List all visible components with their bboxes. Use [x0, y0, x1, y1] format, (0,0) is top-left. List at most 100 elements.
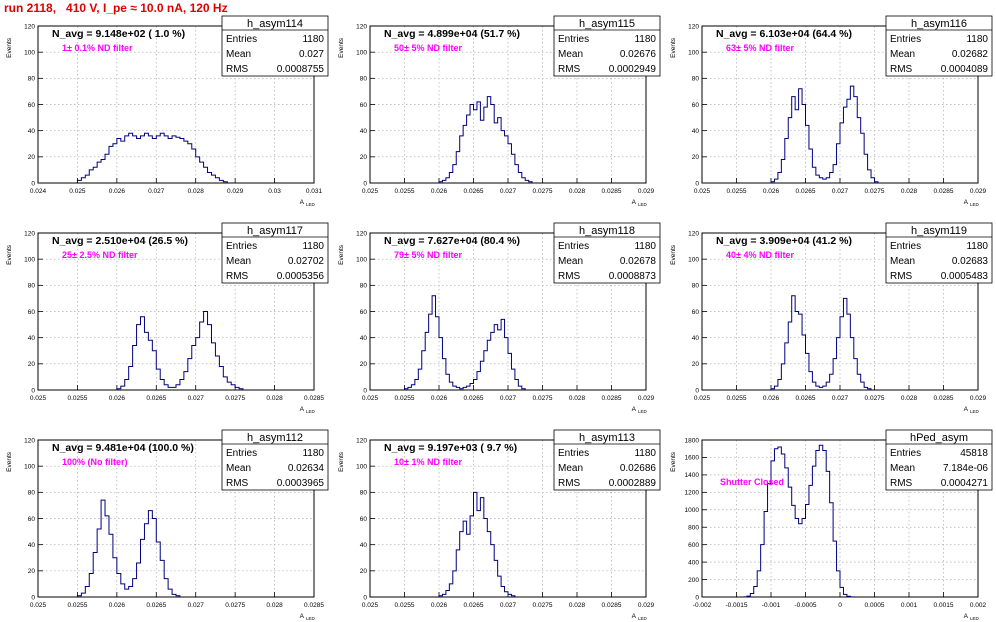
x-tick-label: -0.0015	[725, 602, 747, 609]
stats-mean-label: Mean	[558, 463, 583, 474]
x-tick-label: 0.025	[30, 395, 47, 402]
histogram-name: h_asym119	[911, 225, 967, 237]
histogram-pad: 0.025 0.0255 0.026 0.0265 0.027 0.0275 0.028 0.…	[338, 15, 661, 207]
stats-rms-label: RMS	[226, 64, 249, 75]
filter-annotation: 1± 0.1% ND filter	[62, 43, 133, 53]
x-tick-label: 0.027	[832, 188, 849, 195]
stats-box	[221, 429, 329, 491]
y-tick-label: 60	[28, 309, 36, 316]
stats-mean-label: Mean	[226, 463, 251, 474]
y-tick-label: 100	[356, 463, 367, 470]
y-tick-label: 80	[360, 283, 368, 290]
x-tick-label: 0.031	[306, 188, 323, 195]
y-tick-label: 0	[363, 180, 367, 187]
y-tick-label: 100	[24, 256, 35, 263]
x-tick-label: 0.0275	[865, 395, 885, 402]
x-tick-label: 0.026	[763, 188, 780, 195]
x-tick-label: 0.028	[901, 395, 918, 402]
stats-entries-value: 1180	[634, 241, 656, 252]
y-tick-label: 40	[28, 128, 36, 135]
stats-mean-label: Mean	[558, 256, 583, 267]
x-tick-label: 0.0005	[865, 602, 885, 609]
x-tick-label: 0.0255	[395, 602, 415, 609]
x-tick-label: 0.026	[109, 395, 126, 402]
x-axis-title: A	[964, 613, 969, 620]
stats-rms-label: RMS	[558, 478, 581, 489]
y-tick-label: 0	[31, 594, 35, 601]
stats-rms-value: 0.0008873	[609, 271, 657, 282]
y-axis-title: Events	[6, 244, 13, 265]
x-axis-title: A	[964, 199, 969, 206]
y-tick-label: 20	[360, 361, 368, 368]
stats-rms-label: RMS	[558, 271, 581, 282]
x-tick-label: 0.0265	[796, 395, 816, 402]
x-tick-label: 0.026	[763, 395, 780, 402]
x-tick-label: 0.0275	[533, 395, 553, 402]
n-avg-label: N_avg = 3.909e+04 (41.2 %)	[716, 235, 852, 247]
histogram-line	[116, 311, 244, 390]
stats-rms-value: 0.0004271	[941, 478, 989, 489]
y-tick-label: 20	[692, 361, 700, 368]
y-axis-title: Events	[670, 37, 677, 58]
y-tick-label: 120	[24, 437, 35, 444]
y-tick-label: 40	[692, 128, 700, 135]
y-tick-label: 80	[28, 490, 36, 497]
x-tick-label: 0.026	[109, 188, 126, 195]
stats-mean-label: Mean	[558, 49, 583, 60]
n-avg-label: N_avg = 7.627e+04 (80.4 %)	[384, 235, 520, 247]
y-tick-label: 0	[363, 594, 367, 601]
y-tick-label: 60	[360, 516, 368, 523]
y-tick-label: 120	[688, 23, 699, 30]
stats-entries-value: 1180	[966, 241, 988, 252]
x-tick-label: 0.027	[500, 602, 517, 609]
histogram-name: h_asym118	[579, 225, 635, 237]
plot-frame	[369, 25, 647, 184]
x-tick-label: 0.0255	[727, 188, 747, 195]
x-tick-label: 0.026	[431, 602, 448, 609]
y-tick-label: 60	[360, 309, 368, 316]
x-axis-title: A	[632, 199, 637, 206]
y-axis-title: Events	[338, 244, 345, 265]
x-tick-label: 0.0265	[146, 602, 166, 609]
x-tick-label: 0.0275	[533, 602, 553, 609]
y-tick-label: 0	[31, 180, 35, 187]
y-tick-label: 1600	[685, 455, 700, 462]
x-tick-label: 0.0015	[934, 602, 954, 609]
x-tick-label: 0.025	[30, 602, 47, 609]
stats-box	[885, 429, 993, 491]
x-axis-subscript: LED	[970, 409, 980, 414]
x-tick-label: 0.0285	[304, 602, 324, 609]
x-tick-label: 0.029	[227, 188, 244, 195]
y-tick-label: 80	[28, 283, 36, 290]
y-tick-label: 120	[356, 230, 367, 237]
x-tick-label: 0.025	[362, 188, 379, 195]
x-axis-title: A	[300, 613, 305, 620]
y-tick-label: 120	[24, 230, 35, 237]
stats-rms-value: 0.0008755	[277, 64, 325, 75]
y-tick-label: 20	[28, 361, 36, 368]
x-tick-label: 0.002	[970, 602, 987, 609]
stats-rms-value: 0.0002889	[609, 478, 657, 489]
stats-entries-label: Entries	[558, 241, 589, 252]
stats-entries-label: Entries	[226, 448, 257, 459]
x-tick-label: 0.025	[694, 188, 711, 195]
histogram-name: h_asym114	[247, 18, 303, 30]
x-tick-label: 0.029	[970, 395, 987, 402]
stats-entries-value: 1180	[302, 34, 324, 45]
x-tick-label: 0.0285	[934, 395, 954, 402]
x-axis-subscript: LED	[306, 409, 316, 414]
y-tick-label: 20	[28, 568, 36, 575]
x-tick-label: 0.0265	[464, 395, 484, 402]
stats-box	[885, 222, 993, 284]
x-axis-subscript: LED	[970, 616, 980, 621]
stats-box	[221, 222, 329, 284]
y-tick-label: 80	[692, 76, 700, 83]
y-tick-label: 20	[360, 154, 368, 161]
stats-rms-label: RMS	[558, 64, 581, 75]
x-tick-label: 0.025	[362, 395, 379, 402]
y-tick-label: 1400	[685, 472, 700, 479]
histogram-line	[76, 132, 228, 183]
x-tick-label: 0.0265	[146, 395, 166, 402]
filter-annotation: 100% (No filter)	[62, 457, 128, 467]
x-tick-label: 0.026	[109, 602, 126, 609]
